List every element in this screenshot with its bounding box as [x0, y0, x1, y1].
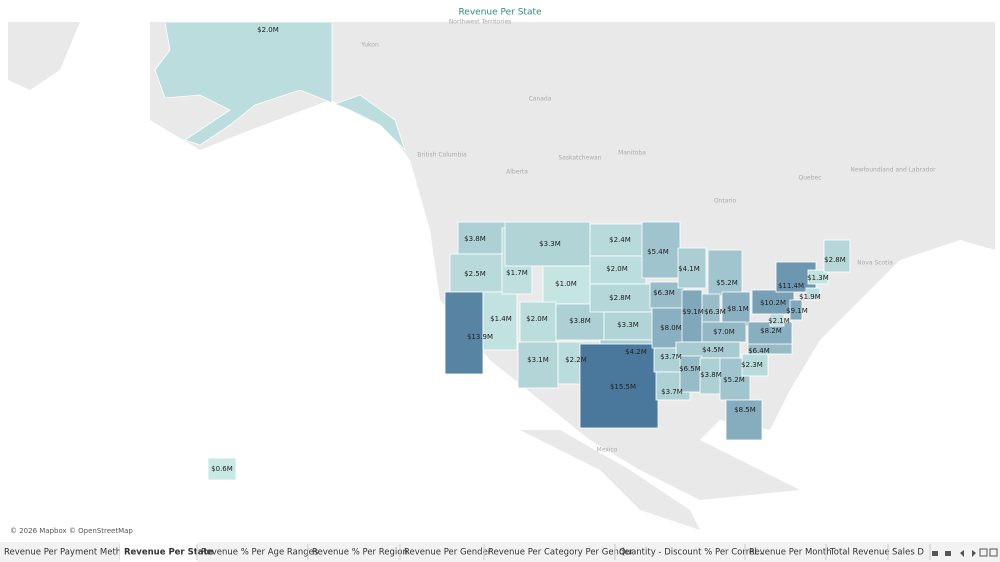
region-label: $3.3M [617, 321, 639, 329]
place-label: Newfoundland and Labrador [850, 167, 936, 174]
region-label: $8.0M [660, 324, 682, 332]
place-label: Nova Scotia [857, 260, 893, 267]
region[interactable] [542, 265, 594, 305]
region[interactable] [444, 291, 484, 375]
place-label: Yukon [360, 42, 379, 49]
tab[interactable]: Revenue Per Payment Method [4, 548, 132, 558]
region[interactable] [805, 287, 821, 301]
place-label: Saskatchewan [558, 155, 601, 162]
place-label: Manitoba [618, 150, 646, 157]
region[interactable] [721, 291, 751, 327]
region-label: $2.4M [609, 236, 631, 244]
place-label: Quebec [798, 175, 821, 182]
region-label: $10.2M [760, 299, 786, 307]
region-label: $5.2M [723, 376, 745, 384]
region-label: $5.2M [716, 279, 738, 287]
region-label: $0.6M [211, 465, 233, 473]
region-label: $6.3M [704, 308, 726, 316]
region-label: $2.8M [824, 256, 846, 264]
region[interactable] [681, 289, 703, 343]
tab[interactable]: Total Revenue [829, 548, 890, 558]
region-label: $1.0M [555, 280, 577, 288]
region[interactable] [807, 269, 829, 285]
place-label: Canada [529, 96, 552, 103]
region[interactable] [823, 239, 851, 273]
region-label: $1.3M [807, 274, 829, 282]
place-label: Mexico [597, 447, 618, 454]
region[interactable] [589, 283, 653, 313]
place-label: Alberta [506, 169, 528, 176]
active-tab-bg [120, 542, 197, 562]
region-label: $8.2M [760, 327, 782, 335]
region[interactable] [579, 343, 659, 429]
region-label: $3.7M [660, 353, 682, 361]
place-labels: Canada Yukon Northwest Territories British … [360, 19, 936, 454]
region-label: $2.0M [526, 315, 548, 323]
attribution: © 2026 Mapbox © OpenStreetMap [10, 527, 133, 535]
region-label: $2.0M [257, 26, 279, 34]
tab[interactable]: Revenue Per Gender [404, 548, 492, 558]
region[interactable] [677, 247, 707, 289]
regions [154, 21, 851, 481]
nav-controls [932, 548, 998, 557]
region[interactable] [751, 289, 795, 315]
tab[interactable]: Revenue Per Month [749, 548, 832, 558]
region[interactable] [725, 399, 763, 441]
region[interactable] [589, 255, 647, 285]
region-label: $4.1M [678, 265, 700, 273]
region-label: $2.8M [609, 294, 631, 302]
region-label: $3.3M [539, 240, 561, 248]
place-label: British Columbia [417, 152, 467, 159]
region-label: $3.8M [569, 317, 591, 325]
region[interactable] [707, 249, 743, 297]
region-label: $1.7M [506, 269, 528, 277]
region-label: $2.0M [606, 265, 628, 273]
region-label: $3.7M [661, 388, 683, 396]
region-label: $3.8M [464, 235, 486, 243]
region-label: $1.4M [490, 315, 512, 323]
region-label: $6.3M [653, 289, 675, 297]
region[interactable] [641, 221, 681, 279]
region-label: $13.9M [467, 333, 493, 341]
region-label: $4.5M [702, 346, 724, 354]
region-label: $4.2M [625, 348, 647, 356]
tab-bar [0, 542, 1000, 562]
region-label: $2.2M [565, 356, 587, 364]
region-label: $6.5M [679, 365, 701, 373]
region-label: $3.8M [700, 371, 722, 379]
tab[interactable]: Revenue Per State [124, 548, 214, 558]
tab[interactable]: Quantity - Discount % Per Correl... [619, 548, 765, 558]
region-labels: $2.0M $3.8M $2.5M $13.9M $1.4M $1.7M $3.3M $1.0… [211, 26, 846, 473]
region-label: $7.0M [713, 328, 735, 336]
region-label: $5.4M [647, 248, 669, 256]
region[interactable] [482, 291, 518, 351]
tab[interactable]: Revenue % Per Age Ranges [201, 548, 319, 558]
region[interactable] [207, 457, 237, 481]
region[interactable] [603, 311, 657, 341]
region-label: $1.9M [799, 293, 821, 301]
region[interactable] [789, 299, 803, 321]
tab[interactable]: Sales D [892, 548, 924, 558]
tab[interactable]: Revenue % Per Region [312, 548, 408, 558]
title: Revenue Per State [458, 8, 542, 18]
region-label: $8.1M [727, 305, 749, 313]
region-label: $15.5M [610, 383, 636, 391]
region-label: $2.5M [464, 270, 486, 278]
region-label: $9.1M [682, 308, 704, 316]
region-label: $6.4M [748, 347, 770, 355]
region[interactable] [154, 21, 406, 151]
region[interactable] [517, 341, 559, 389]
region[interactable] [679, 355, 703, 393]
region-label: $2.3M [741, 361, 763, 369]
place-label: Ontario [714, 198, 737, 205]
region-label: $9.1M [786, 307, 808, 315]
region-label: $3.1M [527, 356, 549, 364]
region-label: $8.5M [734, 406, 756, 414]
region-label: $11.4M [778, 282, 804, 290]
tab[interactable]: Revenue Per Category Per Gender [488, 548, 634, 558]
region-label: $2.1M [768, 317, 790, 325]
place-label: Northwest Territories [449, 19, 512, 26]
